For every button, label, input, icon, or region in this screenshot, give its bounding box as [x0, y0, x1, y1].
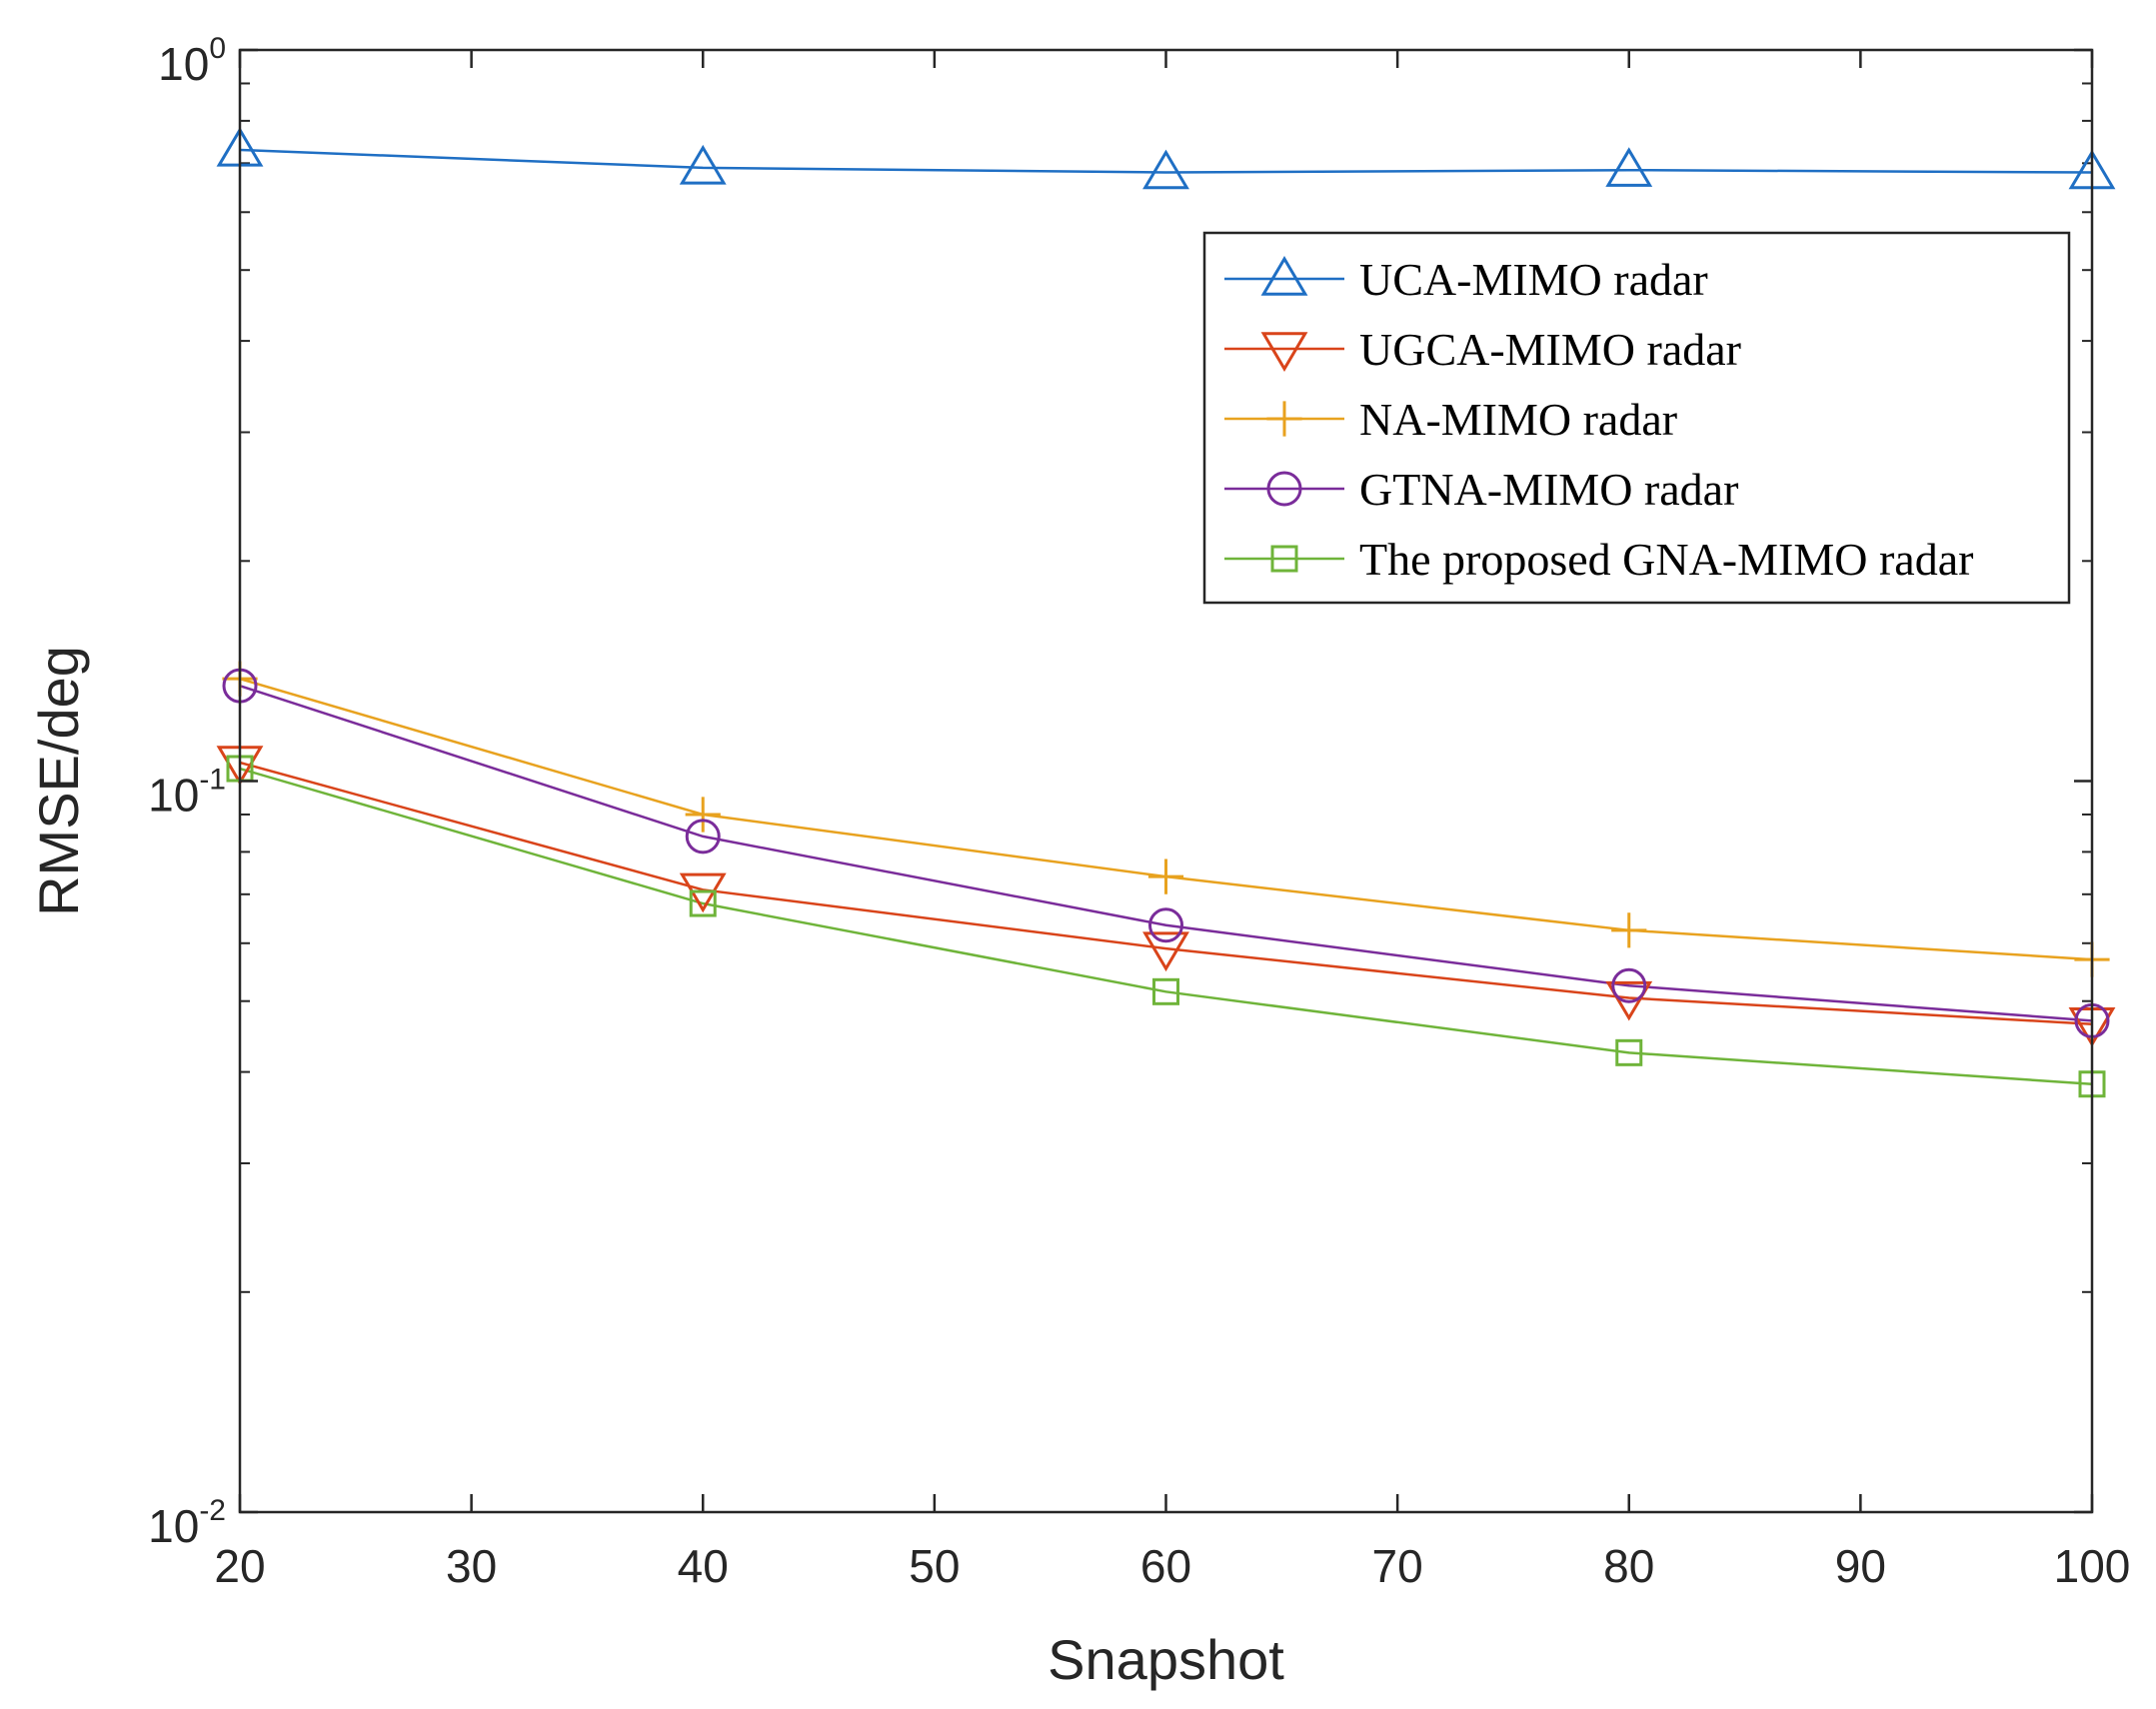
- y-tick-label: 10-1: [148, 764, 226, 822]
- series-4-point: [685, 819, 721, 854]
- legend-label-4: GTNA-MIMO radar: [1359, 464, 1738, 515]
- series-2-point: [1605, 980, 1653, 1021]
- y-axis-ticks: 10-2 10-1 100: [148, 32, 2092, 1552]
- series-1-point: [1142, 149, 1189, 190]
- y-axis-label: RMSE/deg: [27, 646, 90, 916]
- legend-label-2: UGCA-MIMO radar: [1359, 324, 1741, 375]
- series-5-point: [1615, 1038, 1643, 1066]
- x-tick-label: 50: [909, 1540, 960, 1592]
- x-tick-label: 80: [1603, 1540, 1654, 1592]
- series-1-point: [679, 144, 727, 185]
- legend-label-5: The proposed GNA-MIMO radar: [1359, 534, 1973, 585]
- x-tick-label: 90: [1835, 1540, 1886, 1592]
- y-tick-label: 10-2: [148, 1494, 226, 1552]
- legend-marker-3: [1266, 401, 1302, 437]
- series-5-point: [1152, 977, 1179, 1005]
- legend-box: [1202, 231, 2071, 605]
- x-axis-ticks: 20 30 40 50 60 70 80 90 100: [214, 50, 2130, 1592]
- x-tick-label: 20: [214, 1540, 265, 1592]
- legend: UCA-MIMO radar UGCA-MIMO radar NA-MIMO rad…: [1202, 231, 2071, 605]
- minor-ticks: [240, 82, 2092, 1293]
- series-line-1: [239, 148, 2093, 174]
- legend-label-1: UCA-MIMO radar: [1359, 254, 1708, 305]
- legend-marker-4: [1266, 471, 1302, 507]
- x-axis-label: Snapshot: [1048, 1628, 1284, 1691]
- series-2-point: [1142, 931, 1189, 972]
- series-line-2: [239, 761, 2093, 1026]
- x-tick-label: 100: [2054, 1540, 2131, 1592]
- series-4-point: [1611, 967, 1647, 1003]
- series-3-point: [1611, 912, 1647, 948]
- y-tick-label: 100: [158, 32, 226, 90]
- legend-marker-1: [1260, 256, 1308, 296]
- series-3-point: [1147, 858, 1184, 894]
- x-tick-label: 30: [446, 1540, 497, 1592]
- series-5-point: [689, 889, 717, 917]
- series-3-point: [685, 797, 721, 833]
- x-tick-label: 40: [678, 1540, 729, 1592]
- series-1-point: [1605, 147, 1653, 187]
- series-4-point: [1148, 907, 1183, 943]
- series-line-4: [239, 684, 2093, 1022]
- legend-label-3: NA-MIMO radar: [1359, 394, 1677, 445]
- series-line-5: [239, 767, 2093, 1085]
- x-tick-label: 70: [1372, 1540, 1423, 1592]
- legend-marker-2: [1260, 332, 1308, 372]
- legend-marker-5: [1270, 545, 1298, 573]
- x-tick-label: 60: [1140, 1540, 1191, 1592]
